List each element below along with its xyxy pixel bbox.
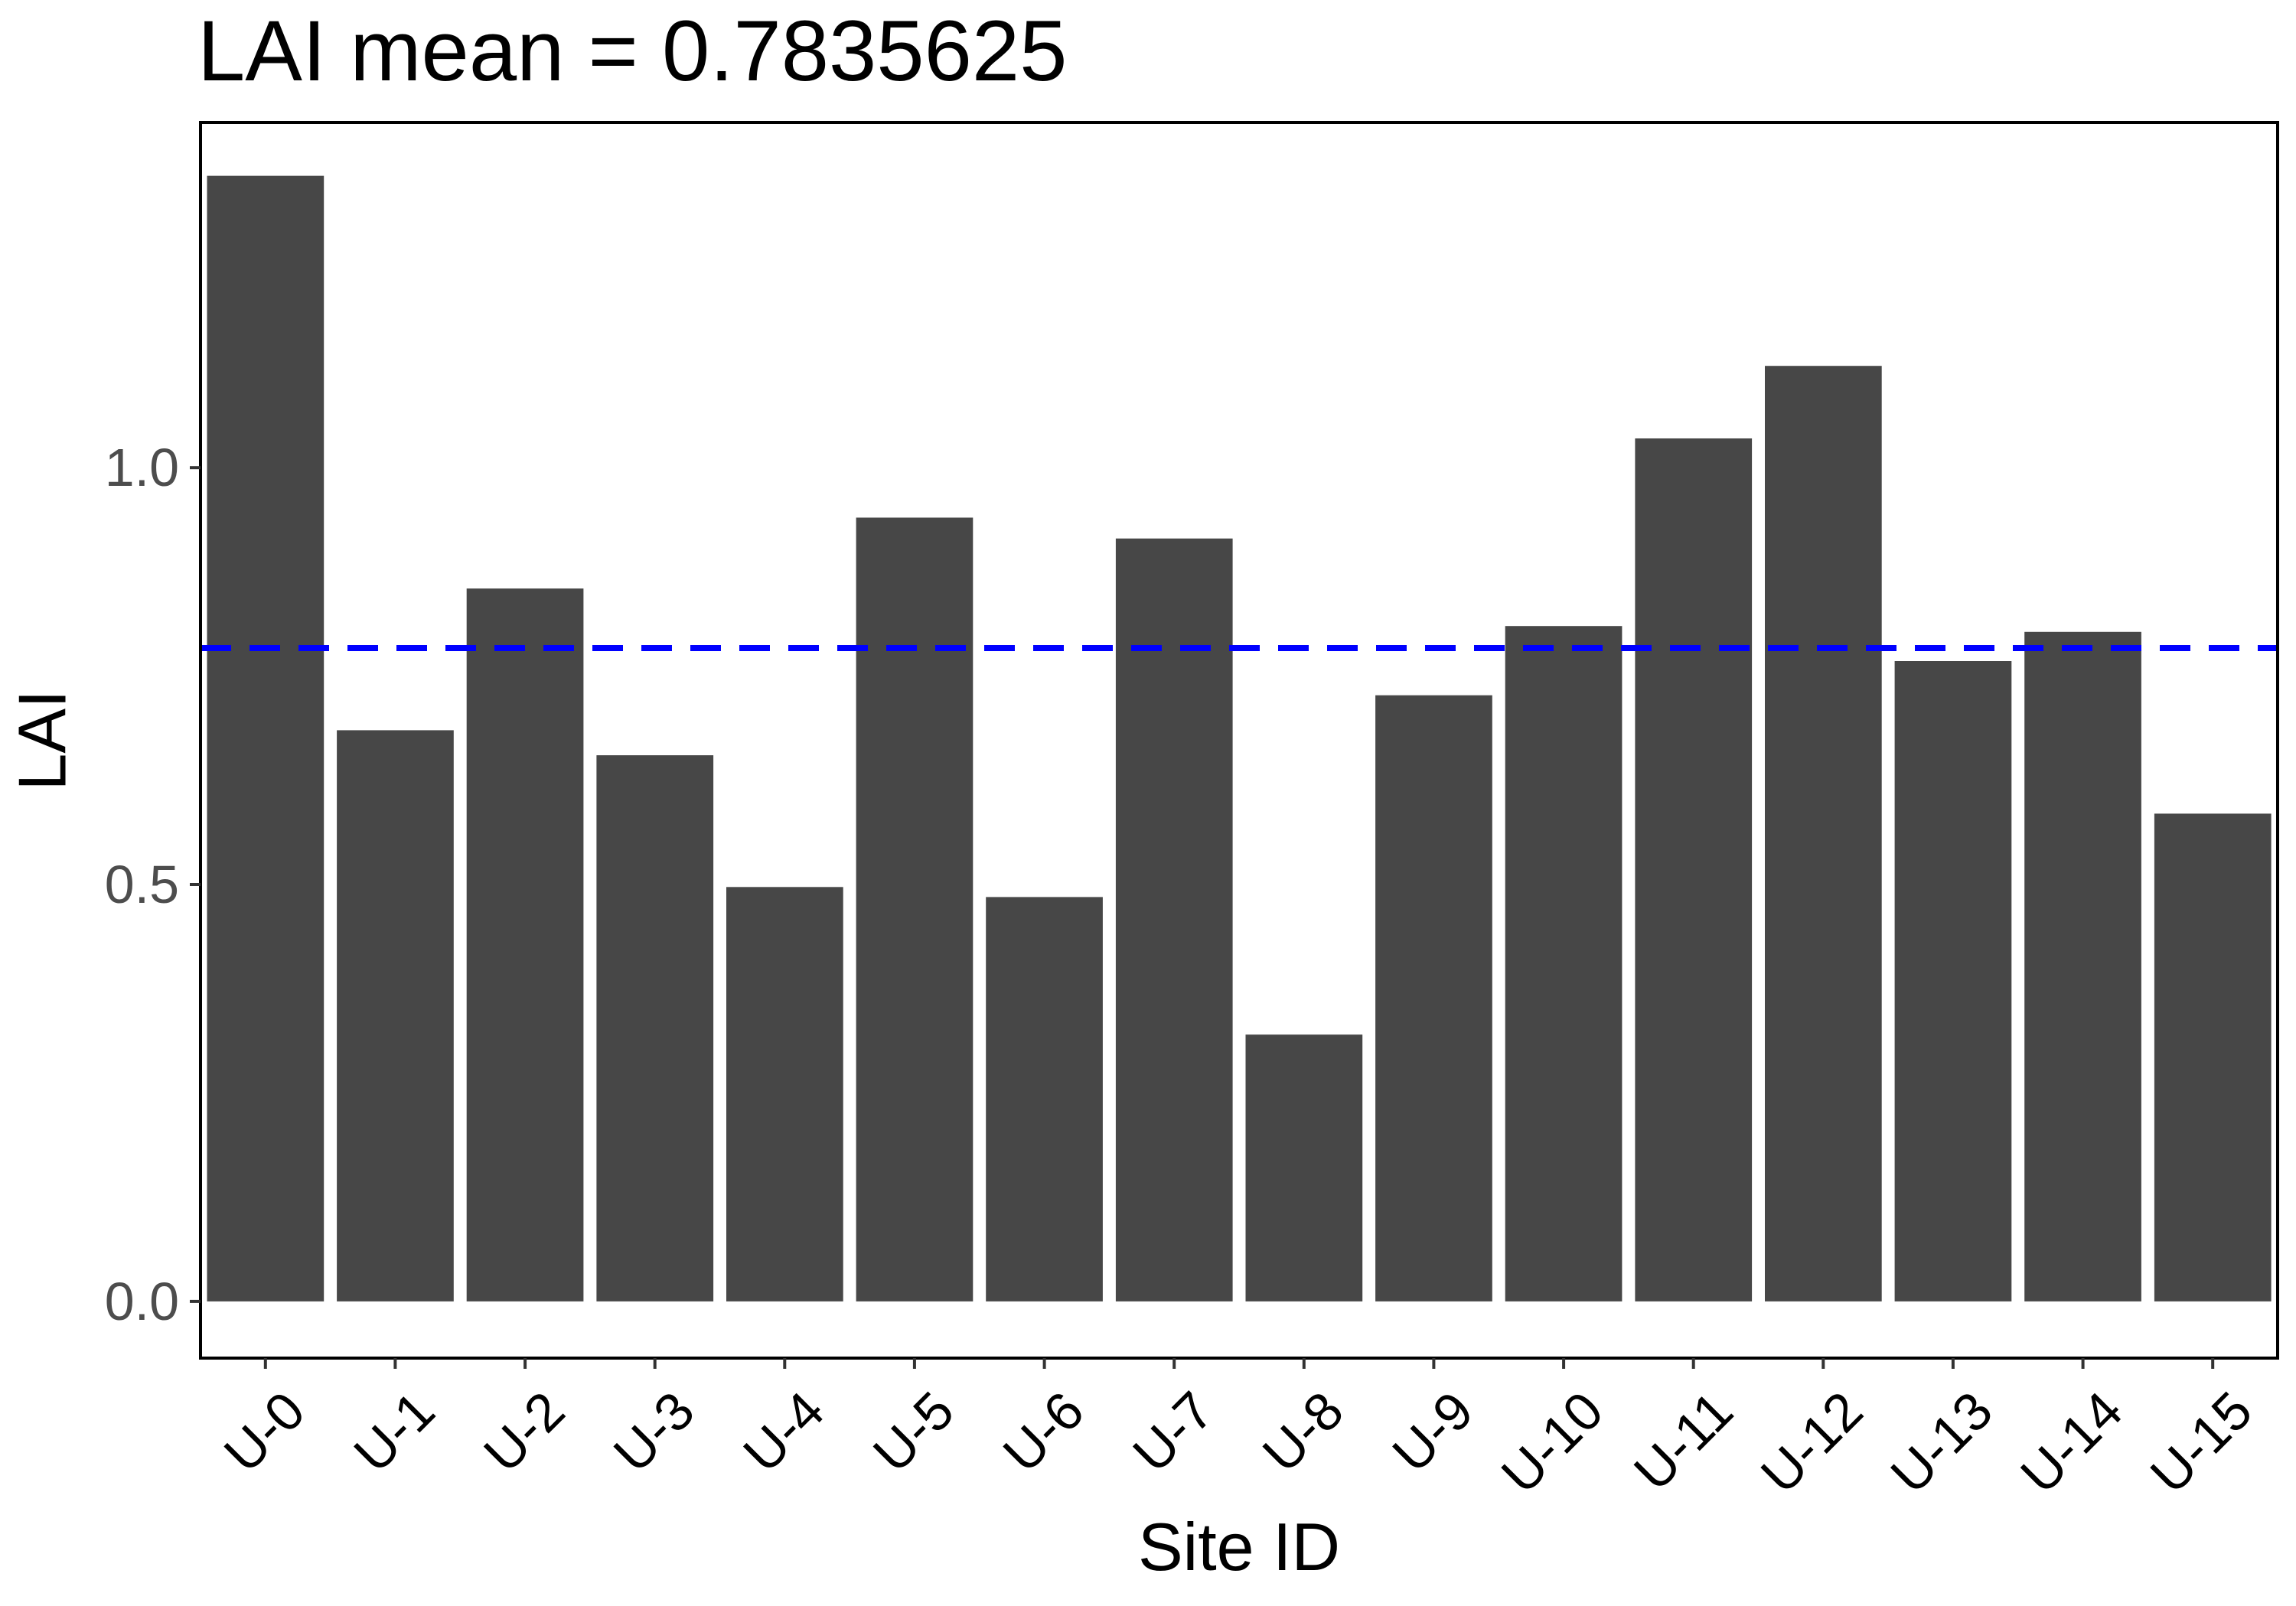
bar-U-15: [2154, 813, 2272, 1301]
bar-U-1: [337, 730, 454, 1301]
bar-U-10: [1505, 626, 1623, 1301]
bar-U-7: [1115, 538, 1233, 1301]
bar-U-14: [2024, 631, 2141, 1301]
plot-panel-border: [199, 121, 2279, 1360]
x-tick-label-U-7: U-7: [1122, 1380, 1225, 1484]
bars-layer: [207, 175, 2272, 1301]
x-axis: U-0 U-1 U-2 U-3 U-4 U-5 U-6 U-7 U-8 U-9 U-10 U-11 U-…: [213, 1358, 2263, 1505]
x-tick-label-U-12: U-12: [1750, 1380, 1874, 1504]
x-tick-label-U-2: U-2: [472, 1380, 576, 1484]
bar-U-0: [207, 175, 325, 1301]
bar-U-6: [986, 897, 1103, 1301]
x-tick-label-U-15: U-15: [2139, 1380, 2263, 1504]
x-tick-label-U-11: U-11: [1623, 1380, 1744, 1502]
x-tick-label-U-9: U-9: [1381, 1380, 1485, 1484]
y-tick-label: 0.0: [105, 1272, 179, 1331]
x-tick-label-U-5: U-5: [862, 1380, 965, 1484]
x-tick-label-U-6: U-6: [992, 1380, 1095, 1484]
bar-U-5: [856, 517, 974, 1301]
y-tick-label: 0.5: [105, 855, 179, 914]
x-tick-label-U-1: U-1: [343, 1380, 446, 1484]
bar-U-12: [1765, 366, 1882, 1301]
x-tick-label-U-13: U-13: [1880, 1380, 2004, 1504]
x-tick-label-U-10: U-10: [1490, 1380, 1614, 1504]
bar-U-9: [1375, 695, 1492, 1301]
x-tick-label-U-4: U-4: [732, 1380, 836, 1484]
chart-title: LAI mean = 0.7835625: [197, 3, 1067, 99]
bar-U-3: [596, 755, 714, 1301]
x-tick-label-U-14: U-14: [2009, 1380, 2133, 1504]
y-axis-title: LAI: [4, 689, 80, 790]
bar-U-11: [1635, 438, 1753, 1301]
y-tick-label: 1.0: [105, 438, 179, 497]
bar-U-8: [1245, 1034, 1363, 1301]
x-tick-label-U-8: U-8: [1251, 1380, 1355, 1484]
x-tick-label-U-0: U-0: [213, 1380, 316, 1484]
x-tick-label-U-3: U-3: [602, 1380, 706, 1484]
bar-U-4: [726, 887, 843, 1301]
bar-U-13: [1894, 661, 2012, 1301]
bar-U-2: [466, 588, 584, 1301]
y-axis: 0.0 0.5 1.0: [105, 438, 201, 1331]
x-axis-title: Site ID: [1138, 1509, 1340, 1585]
